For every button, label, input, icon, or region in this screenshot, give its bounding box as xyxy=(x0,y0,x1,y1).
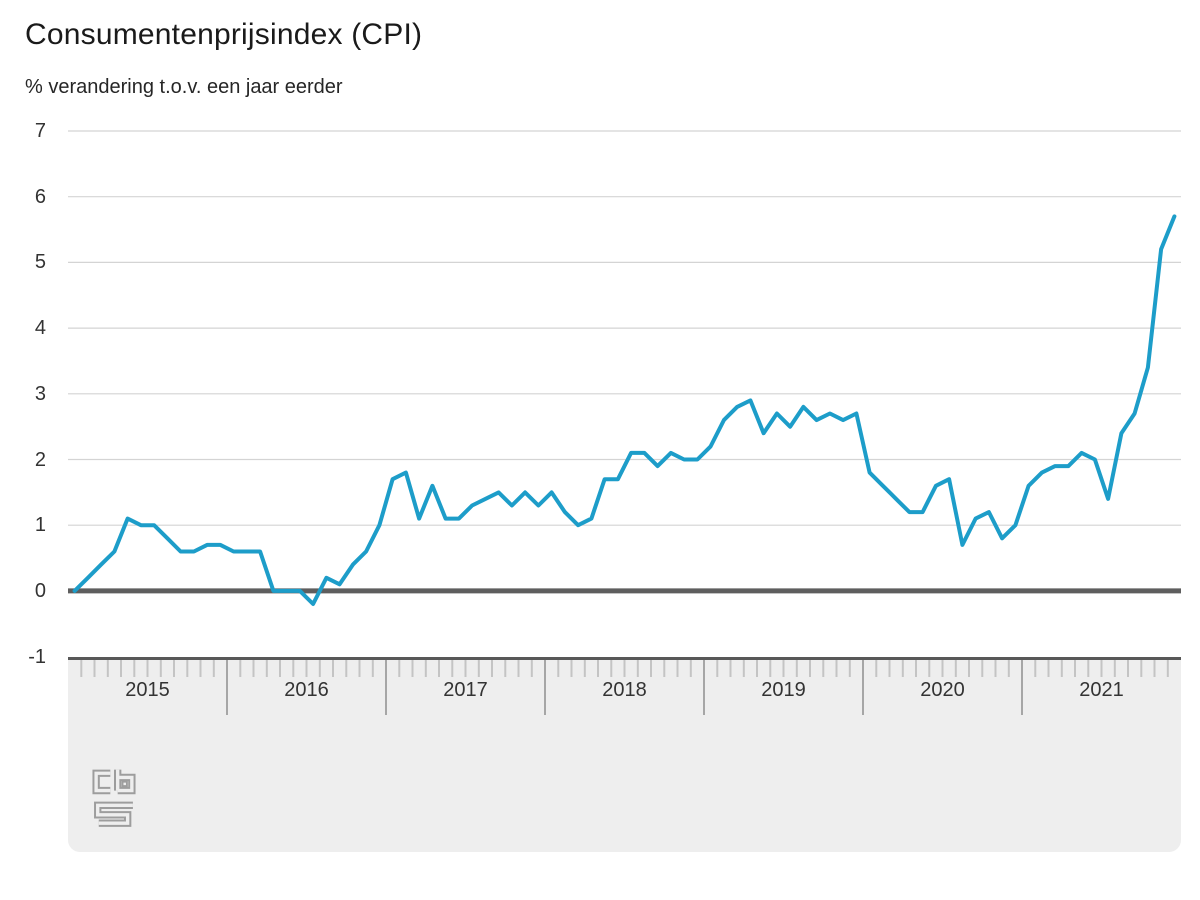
y-axis-label-6: 6 xyxy=(34,185,46,208)
cbs-logo xyxy=(92,769,136,827)
year-label-2017: 2017 xyxy=(443,679,488,701)
chart-title: Consumentenprijsindex (CPI) xyxy=(25,18,423,51)
y-axis-label-5: 5 xyxy=(34,251,46,274)
y-axis-label-7: 7 xyxy=(34,120,46,142)
y-axis-label-3: 3 xyxy=(34,382,46,405)
x-axis-band: 2015 2016 2017 2018 2019 2020 2021 xyxy=(68,657,1181,852)
y-axis-label-4: 4 xyxy=(34,317,46,340)
cpi-line-series xyxy=(72,214,1177,606)
year-label-2018: 2018 xyxy=(602,679,647,701)
y-axis-label-0: 0 xyxy=(34,579,46,602)
year-label-2019: 2019 xyxy=(761,679,806,701)
year-label-2021: 2021 xyxy=(1079,679,1124,701)
year-label-2016: 2016 xyxy=(284,679,329,701)
y-axis-label-2: 2 xyxy=(34,448,46,471)
line-chart-plot-area xyxy=(68,130,1181,606)
year-label-2020: 2020 xyxy=(920,679,965,701)
year-label-2015: 2015 xyxy=(125,679,170,701)
y-axis-label--1: -1 xyxy=(28,645,46,668)
x-axis-ticks xyxy=(80,660,1169,715)
chart-subtitle: % verandering t.o.v. een jaar eerder xyxy=(25,76,343,98)
y-axis-label-1: 1 xyxy=(34,514,46,537)
